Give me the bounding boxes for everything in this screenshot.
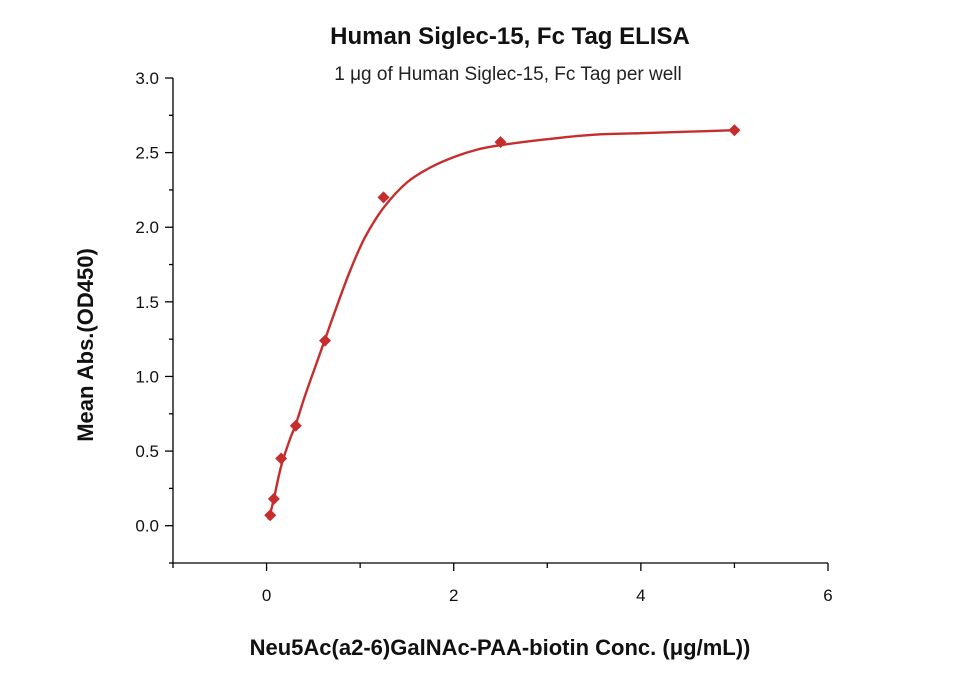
x-tick-label: 2 (449, 586, 458, 605)
y-tick-label: 0.0 (135, 517, 159, 536)
chart-subtitle: 1 μg of Human Siglec-15, Fc Tag per well (334, 64, 681, 85)
data-point (275, 452, 288, 465)
x-tick-label: 6 (823, 586, 832, 605)
y-axis-label: Mean Abs.(OD450) (73, 248, 98, 442)
y-tick-label: 1.5 (135, 293, 159, 312)
y-tick-label: 2.0 (135, 218, 159, 237)
data-point (728, 124, 741, 137)
y-tick-label: 0.5 (135, 442, 159, 461)
y-tick-label: 2.5 (135, 144, 159, 163)
data-point (319, 334, 332, 347)
chart-title: Human Siglec-15, Fc Tag ELISA (330, 23, 690, 50)
data-point (289, 419, 302, 432)
x-tick-label: 0 (262, 586, 271, 605)
data-point (264, 509, 277, 522)
data-markers (264, 124, 741, 522)
data-point (267, 492, 280, 505)
x-axis-label: Neu5Ac(a2-6)GalNAc-PAA-biotin Conc. (μg/… (250, 635, 751, 660)
y-axis-ticks: 0.0 0.5 1.0 1.5 2.0 2.5 3.0 (135, 69, 173, 564)
x-tick-label: 4 (636, 586, 645, 605)
fit-curve (267, 129, 735, 521)
data-point (494, 136, 507, 149)
plot-area: 0.0 0.5 1.0 1.5 2.0 2.5 3.0 0 2 4 6 (135, 69, 832, 605)
data-point (377, 191, 390, 204)
y-tick-label: 3.0 (135, 69, 159, 88)
y-tick-label: 1.0 (135, 367, 159, 386)
x-axis-ticks: 0 2 4 6 (172, 563, 833, 605)
